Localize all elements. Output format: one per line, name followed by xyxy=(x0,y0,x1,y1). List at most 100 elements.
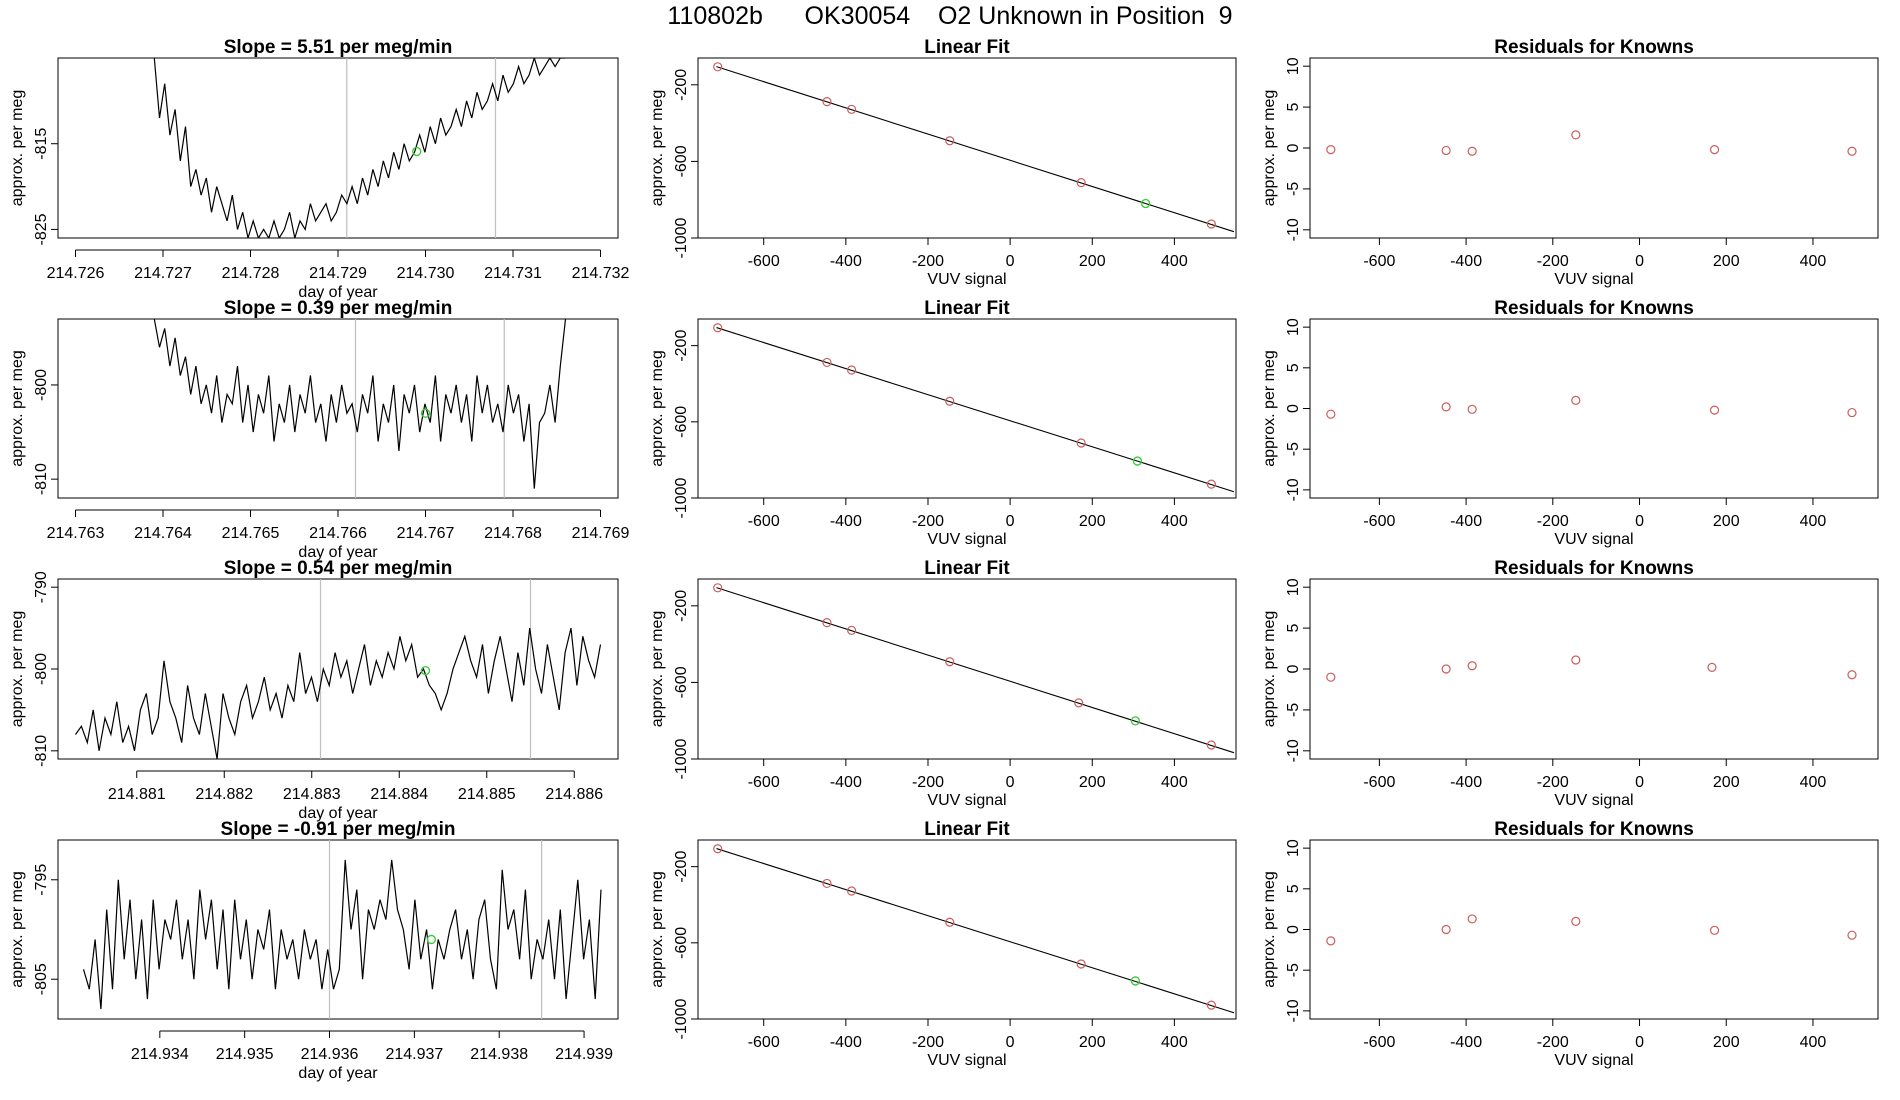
row3-linear-x-tick-label: -400 xyxy=(830,774,862,791)
row4-residuals-known-point xyxy=(1326,936,1336,946)
row3-linear-x-tick-label: -600 xyxy=(748,774,780,791)
row4-residuals-x-tick-label: 400 xyxy=(1800,1034,1827,1051)
row2-timeseries-x-tick-label: 214.767 xyxy=(397,525,455,542)
row1-linear-y-tick-label: -1000 xyxy=(673,217,690,258)
row4-residuals-x-tick-label: -600 xyxy=(1363,1034,1395,1051)
row2-residuals-plot-frame xyxy=(1309,318,1879,499)
row1-residuals-y-tick-label: -5 xyxy=(1285,182,1302,196)
row3-residuals-known-point xyxy=(1467,661,1477,671)
row2-residuals-y-tick-label: -10 xyxy=(1285,478,1302,501)
row2-timeseries-x-tick-label: 214.766 xyxy=(309,525,367,542)
row3-timeseries-x-tick-label: 214.883 xyxy=(283,786,341,803)
row3-residuals-y-axis-label: approx. per meg xyxy=(1261,611,1278,728)
row3-residuals-y-tick-label: 5 xyxy=(1285,624,1302,633)
row4-linear-y-tick-label: -600 xyxy=(673,927,690,959)
row4-residuals-x-tick-label: -400 xyxy=(1450,1034,1482,1051)
row2-residuals-known-point xyxy=(1571,395,1581,405)
row2-residuals-x-tick-label: -400 xyxy=(1450,513,1482,530)
row1-timeseries-title: Slope = 5.51 per meg/min xyxy=(224,37,453,58)
row4-linear-x-tick-label: -400 xyxy=(830,1034,862,1051)
row2-residuals-x-axis-label: VUV signal xyxy=(1554,531,1633,548)
row4-residuals-y-axis-label: approx. per meg xyxy=(1261,871,1278,988)
row2-residuals-x-tick-label: -600 xyxy=(1363,513,1395,530)
row3-timeseries-unknown-point xyxy=(420,665,431,676)
row3-timeseries-y-axis-label: approx. per meg xyxy=(9,611,26,728)
row1-timeseries-x-tick-label: 214.726 xyxy=(47,265,105,282)
row4-timeseries-x-tick-label: 214.934 xyxy=(131,1046,189,1063)
row2-timeseries-y-tick-label: -810 xyxy=(33,463,50,495)
row1-linear-known-point xyxy=(713,62,723,72)
row4-timeseries-x-tick-label: 214.939 xyxy=(555,1046,613,1063)
row2-timeseries-x-tick-label: 214.764 xyxy=(134,525,192,542)
row3-linear-known-point xyxy=(1074,698,1084,708)
row1-linear-known-point xyxy=(846,104,857,114)
row4-timeseries-y-tick-label: -795 xyxy=(33,864,50,896)
row3-linear-x-axis-label: VUV signal xyxy=(927,792,1006,809)
row4-linear-unknown-point xyxy=(1130,976,1141,986)
row3-timeseries-y-tick-label: -800 xyxy=(33,653,50,685)
row1-timeseries-y-axis-label: approx. per meg xyxy=(9,90,26,207)
row1-residuals-x-tick-label: -400 xyxy=(1450,253,1482,270)
row4-timeseries-data-line xyxy=(82,859,602,1010)
row1-residuals-y-axis-label: approx. per meg xyxy=(1261,90,1278,207)
row2-linear-x-tick-label: -600 xyxy=(748,513,780,530)
row1-residuals-known-point xyxy=(1441,145,1451,156)
row2-timeseries-x-tick-label: 214.769 xyxy=(572,525,630,542)
row1-residuals-x-tick-label: -600 xyxy=(1363,253,1395,270)
row3-timeseries-x-tick-label: 214.885 xyxy=(458,786,516,803)
row3-linear-known-point xyxy=(1206,740,1216,750)
row2-linear-title: Linear Fit xyxy=(924,298,1010,319)
row1-linear-y-tick-label: -600 xyxy=(673,145,690,177)
row1-linear-x-tick-label: 200 xyxy=(1079,253,1106,270)
row3-timeseries-x-axis-label: day of year xyxy=(298,805,378,822)
row3-residuals-known-point xyxy=(1441,664,1451,674)
row1-residuals-x-tick-label: -200 xyxy=(1537,253,1569,270)
row4-timeseries-plot-frame xyxy=(57,839,619,1020)
row3-residuals-x-tick-label: 200 xyxy=(1713,774,1740,791)
row3-linear-x-tick-label: -200 xyxy=(912,774,944,791)
row1-residuals-known-point xyxy=(1847,146,1857,156)
row4-timeseries-x-axis-label: day of year xyxy=(298,1065,378,1082)
row1-linear-x-tick-label: 400 xyxy=(1161,253,1188,270)
row3-linear-unknown-point xyxy=(1130,716,1141,726)
row3-residuals-known-point xyxy=(1847,670,1857,680)
row1-timeseries-x-tick-label: 214.728 xyxy=(222,265,280,282)
row4-residuals-x-axis-label: VUV signal xyxy=(1554,1052,1633,1069)
row4-linear-known-point xyxy=(713,844,723,854)
row1-linear-plot-frame xyxy=(697,57,1237,239)
row2-linear-fit-line xyxy=(716,327,1235,493)
row2-timeseries-x-axis-label: day of year xyxy=(298,544,378,561)
row3-timeseries-y-tick-label: -790 xyxy=(33,571,50,603)
row1-linear-x-tick-label: -200 xyxy=(912,253,944,270)
row2-linear-known-point xyxy=(1076,438,1086,448)
row2-linear-known-point xyxy=(846,365,857,375)
row4-timeseries-title: Slope = -0.91 per meg/min xyxy=(221,819,456,840)
row2-linear-x-tick-label: 0 xyxy=(1006,513,1015,530)
row3-residuals-x-tick-label: 400 xyxy=(1800,774,1827,791)
row2-residuals-x-tick-label: 0 xyxy=(1635,513,1644,530)
row2-residuals-x-tick-label: 400 xyxy=(1800,513,1827,530)
row1-linear-known-point xyxy=(1076,178,1086,188)
row1-linear-known-point xyxy=(1206,219,1216,229)
row1-residuals-known-point xyxy=(1326,145,1336,155)
row4-residuals-x-tick-label: -200 xyxy=(1537,1034,1569,1051)
row2-residuals-known-point xyxy=(1847,407,1857,418)
row2-linear-known-point xyxy=(1206,479,1216,489)
row1-timeseries-x-tick-label: 214.730 xyxy=(397,265,455,282)
row2-linear-x-tick-label: 400 xyxy=(1161,513,1188,530)
row4-linear-x-tick-label: 400 xyxy=(1161,1034,1188,1051)
row2-linear-x-tick-label: -200 xyxy=(912,513,944,530)
row1-residuals-x-tick-label: 200 xyxy=(1713,253,1740,270)
row4-residuals-y-tick-label: 0 xyxy=(1285,925,1302,934)
row1-linear-y-tick-label: -200 xyxy=(673,69,690,101)
row2-linear-x-tick-label: -400 xyxy=(830,513,862,530)
row1-residuals-y-tick-label: 5 xyxy=(1285,103,1302,112)
row3-timeseries-x-tick-label: 214.882 xyxy=(195,786,253,803)
row2-linear-plot-frame xyxy=(697,318,1237,499)
row1-timeseries-x-tick-label: 214.731 xyxy=(484,265,542,282)
row2-timeseries-plot-frame xyxy=(57,318,619,499)
row3-linear-y-tick-label: -600 xyxy=(673,666,690,698)
row1-timeseries-y-tick-label: -815 xyxy=(33,128,50,160)
row2-timeseries-title: Slope = 0.39 per meg/min xyxy=(224,298,453,319)
row1-timeseries-plot-frame xyxy=(57,57,619,239)
